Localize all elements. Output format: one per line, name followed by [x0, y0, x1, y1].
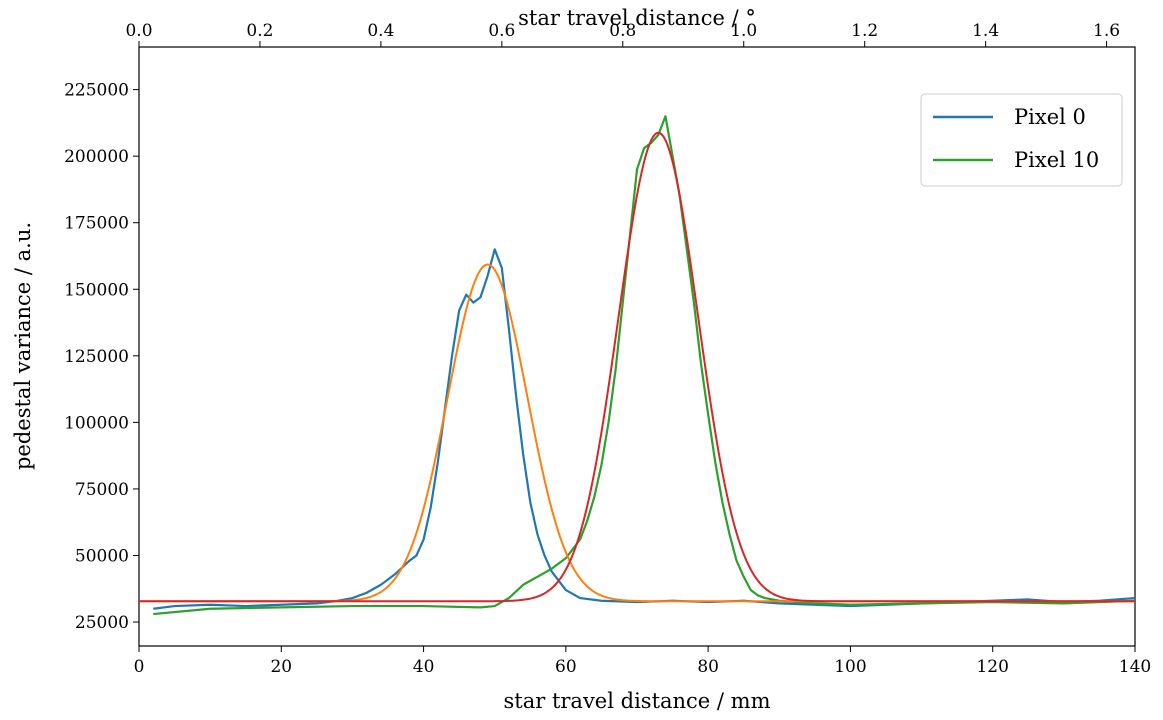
top-tick-label: 0.2: [246, 21, 273, 41]
top-tick-label: 1.0: [730, 21, 757, 41]
fit-curve-3: [139, 131, 1135, 603]
top-axis-ticks: 0.0 0.2 0.4 0.6 0.8 1.0 1.2 1.4 1.6: [125, 21, 1120, 47]
top-tick-label: 0.8: [609, 21, 636, 41]
y-tick-label: 25000: [75, 613, 129, 633]
y-axis-label: pedestal variance / a.u.: [11, 222, 35, 470]
x-tick-label: 120: [976, 657, 1008, 677]
series-line-0: [153, 248, 1136, 610]
y-tick-label: 100000: [64, 413, 129, 433]
top-tick-label: 0.4: [367, 21, 394, 41]
series-layer: [139, 115, 1136, 616]
x-axis-label: star travel distance / mm: [504, 689, 771, 713]
y-tick-label: 50000: [75, 546, 129, 566]
top-tick-label: 1.2: [851, 21, 878, 41]
y-tick-label: 75000: [75, 480, 129, 500]
y-axis-ticks: 25000 50000 75000 100000 125000 150000 175000 2…: [64, 81, 139, 633]
top-axis-label: star travel distance / °: [518, 6, 756, 30]
series-line-1: [153, 115, 1136, 616]
y-tick-label: 175000: [64, 214, 129, 234]
x-tick-label: 40: [413, 657, 435, 677]
legend-label-pixel-10: Pixel 10: [1014, 148, 1099, 172]
top-tick-label: 1.4: [972, 21, 999, 41]
x-tick-label: 80: [697, 657, 719, 677]
y-tick-label: 150000: [64, 280, 129, 300]
top-tick-label: 0.0: [125, 21, 152, 41]
fit-curve-2: [139, 263, 1135, 603]
top-tick-label: 1.6: [1093, 21, 1120, 41]
x-tick-label: 140: [1119, 657, 1151, 677]
x-tick-label: 60: [555, 657, 577, 677]
x-tick-label: 0: [134, 657, 145, 677]
y-tick-label: 125000: [64, 347, 129, 367]
legend-label-pixel-0: Pixel 0: [1014, 105, 1086, 129]
top-tick-label: 0.6: [488, 21, 515, 41]
y-tick-label: 200000: [64, 147, 129, 167]
x-tick-label: 100: [834, 657, 866, 677]
plot-frame: [138, 46, 1136, 647]
y-tick-label: 225000: [64, 81, 129, 101]
x-axis-ticks: 0 20 40 60 80 100 120 140: [134, 646, 1151, 677]
legend: Pixel 0 Pixel 10: [920, 93, 1123, 187]
x-tick-label: 20: [270, 657, 292, 677]
